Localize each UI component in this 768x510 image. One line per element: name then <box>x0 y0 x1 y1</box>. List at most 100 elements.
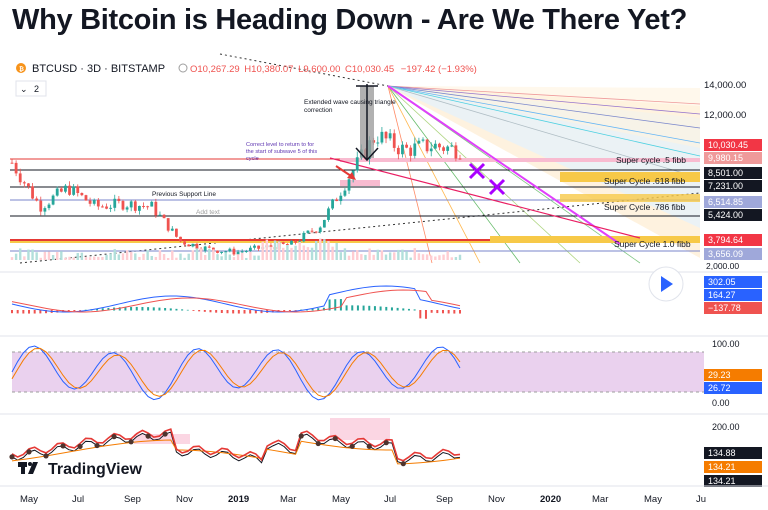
page-title: Why Bitcoin is Heading Down - Are We The… <box>12 4 688 36</box>
candle-body <box>220 251 224 253</box>
macd-histogram-bar <box>84 309 87 311</box>
axis-value-text: 26.72 <box>708 383 731 393</box>
volume-bar <box>88 257 92 260</box>
candle-body <box>76 186 80 193</box>
axis-value-text: 29.23 <box>708 370 731 380</box>
macd-histogram-bar <box>28 310 31 314</box>
candle-body <box>446 146 450 151</box>
macd-histogram-bar <box>96 308 99 311</box>
candle-body <box>401 144 404 155</box>
signal-dot <box>111 434 117 440</box>
volume-bar <box>409 257 412 260</box>
macd-histogram-bar <box>430 310 433 313</box>
macd-histogram-bar <box>33 310 36 314</box>
macd-histogram-bar <box>186 309 189 311</box>
volume-bar <box>425 254 429 260</box>
candle-body <box>224 251 228 253</box>
candle-body <box>314 231 318 233</box>
volume-bar <box>150 255 153 260</box>
volume-bar <box>232 257 236 260</box>
candle-body <box>216 250 219 253</box>
macd-histogram-bar <box>254 310 257 314</box>
indicators-toggle[interactable] <box>15 80 47 97</box>
price-axis: 14,000.00 12,000.00 2,000.00 10,030.45 9,… <box>704 80 762 271</box>
signal-dot <box>77 443 83 450</box>
candle-body <box>187 244 191 247</box>
candle-body <box>59 188 63 192</box>
volume-bar <box>360 254 363 260</box>
candle-body <box>101 206 104 208</box>
add-text-label[interactable]: Add text <box>196 209 220 216</box>
candle-body <box>80 192 84 196</box>
volume-bar <box>56 252 59 260</box>
volume-bar <box>265 239 269 260</box>
macd-histogram-bar <box>345 305 348 311</box>
macd-histogram-bar <box>226 310 229 314</box>
macd-histogram-bar <box>215 310 218 313</box>
macd-histogram-bar <box>124 307 127 311</box>
volume-bar <box>405 251 408 260</box>
third-indicator-pane: 200.00 134.88 134.21 134.21 <box>0 413 768 487</box>
price-tick: 14,000.00 <box>704 80 746 91</box>
volume-bar <box>64 257 67 260</box>
candle-body <box>175 228 178 237</box>
macd-histogram-bar <box>260 310 263 314</box>
macd-histogram-bar <box>339 299 342 311</box>
macd-histogram-bar <box>135 306 138 311</box>
candle-body <box>109 207 113 209</box>
macd-histogram-bar <box>158 307 161 311</box>
volume-bar <box>199 248 203 260</box>
candle-body <box>257 245 261 249</box>
volume-bar <box>220 256 223 260</box>
macd-histogram-bar <box>169 308 172 311</box>
volume-bar <box>413 248 416 260</box>
play-button[interactable] <box>648 266 684 302</box>
time-tick: Jul <box>72 494 84 505</box>
candle-body <box>133 201 137 211</box>
volume-bar <box>335 242 338 260</box>
macd-pane: 302.05 164.27 −137.78 <box>0 271 768 319</box>
volume-bar <box>216 254 219 260</box>
time-tick: Mar <box>280 494 296 505</box>
volume-bar <box>117 254 121 260</box>
volume-bar <box>191 250 195 260</box>
volume-bar <box>245 257 248 260</box>
macd-histogram-bar <box>209 310 212 313</box>
volume-bar <box>249 251 252 260</box>
chart-area[interactable]: Extended wave causing triangle correctio… <box>0 48 768 510</box>
time-tick: Ju <box>696 494 706 505</box>
time-tick: Nov <box>488 494 505 505</box>
fib-label-10: Super Cycle 1.0 fibb <box>614 239 691 249</box>
candle-body <box>281 242 285 244</box>
signal-dot <box>128 439 134 445</box>
candle-body <box>207 246 211 248</box>
fib-label-05: Super cycle .5 fibb <box>616 155 686 165</box>
stochastic-pane: 100.00 0.00 29.23 26.72 <box>0 335 768 408</box>
volume-bar <box>397 249 400 260</box>
axis-value-text: 134.21 <box>708 462 736 472</box>
macd-histogram-bar <box>22 310 25 314</box>
macd-histogram-bar <box>453 310 456 314</box>
volume-bar <box>19 248 22 260</box>
candle-body <box>294 240 297 243</box>
macd-histogram-bar <box>328 299 331 311</box>
time-tick: Mar <box>592 494 608 505</box>
candle-body <box>343 190 347 196</box>
macd-histogram-bar <box>385 306 388 311</box>
macd-histogram-bar <box>317 308 320 311</box>
macd-histogram-bar <box>390 307 393 311</box>
price-badge-text: 3,794.64 <box>708 235 743 245</box>
volume-bar <box>60 251 63 260</box>
signal-dot <box>383 440 389 446</box>
candle-body <box>88 200 92 204</box>
volume-bar <box>388 252 392 260</box>
axis-value-badge <box>704 475 762 487</box>
visibility-icon[interactable] <box>178 63 188 73</box>
price-badge-text: 3,656.09 <box>708 249 743 259</box>
macd-histogram-bar <box>294 310 297 311</box>
symbol-name[interactable]: BTCUSD · 3D · BITSTAMP <box>32 63 165 75</box>
symbol-header: ₿ BTCUSD · 3D · BITSTAMP O10,267.29 H10,… <box>15 63 477 97</box>
svg-text:₿: ₿ <box>19 66 24 73</box>
price-badge <box>704 180 762 192</box>
candle-body <box>72 186 76 195</box>
